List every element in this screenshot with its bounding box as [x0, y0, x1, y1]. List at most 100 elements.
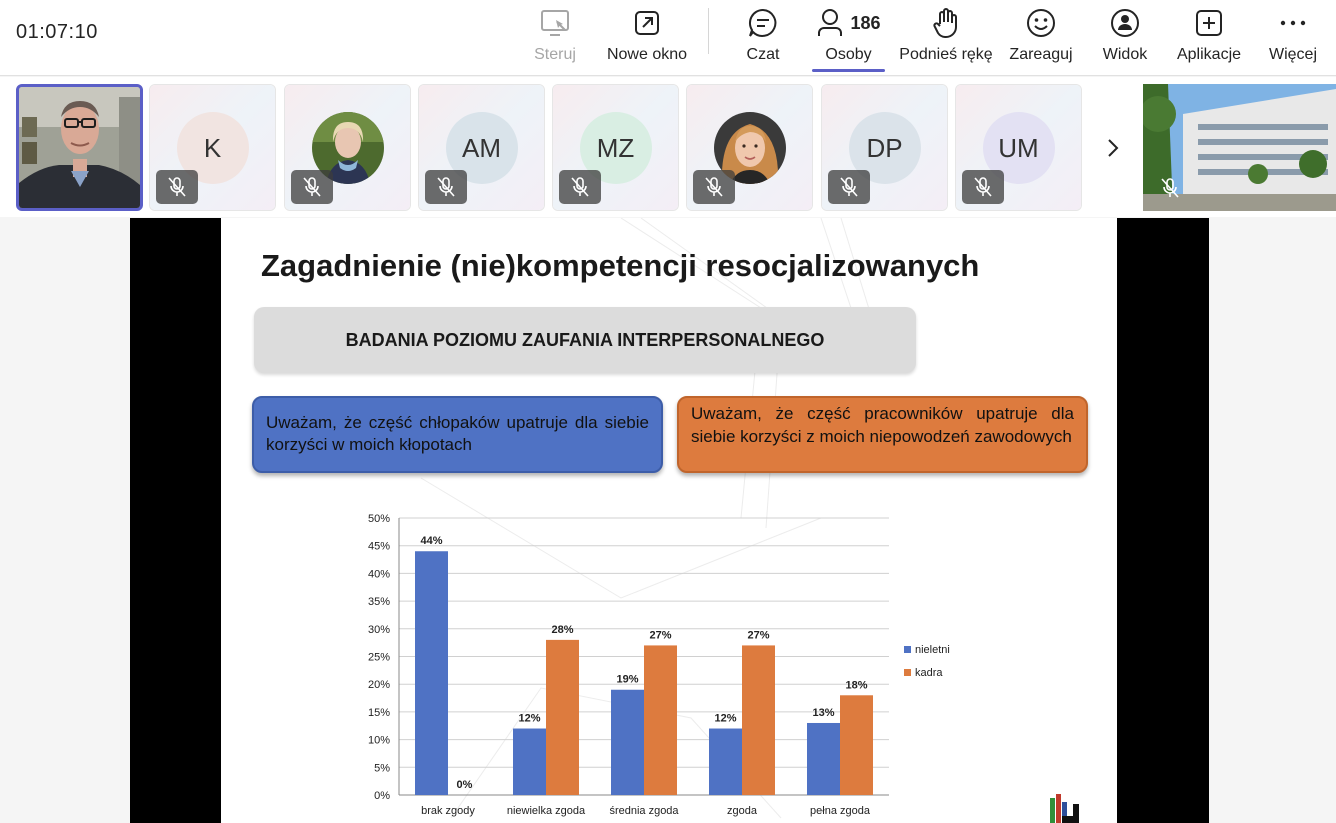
raise-hand-button[interactable]: Podnieś rękę: [898, 0, 994, 74]
bar-nieletni: [513, 728, 546, 795]
chat-label: Czat: [746, 46, 780, 63]
data-label: 27%: [747, 629, 769, 641]
steruj-label: Steruj: [534, 46, 576, 63]
more-label: Więcej: [1268, 46, 1317, 63]
raise-hand-label: Podnieś rękę: [899, 46, 993, 63]
legend-swatch: [904, 669, 911, 676]
y-tick-label: 40%: [368, 568, 390, 580]
data-label: 12%: [714, 713, 736, 725]
x-tick-label: średnia zgoda: [609, 805, 679, 817]
chat-button[interactable]: Czat: [744, 0, 782, 74]
building-video: [1143, 84, 1336, 211]
bar-kadra: [840, 695, 873, 795]
data-label: 13%: [812, 707, 834, 719]
chevron-right-icon: [1108, 138, 1119, 157]
x-tick-label: zgoda: [727, 805, 758, 817]
share-screen-icon: [539, 6, 571, 40]
y-tick-label: 30%: [368, 624, 390, 636]
next-participants-button[interactable]: [1090, 84, 1136, 211]
statement-youth: Uważam, że część chłopaków upatruje dla …: [252, 396, 663, 473]
data-label: 44%: [420, 535, 442, 547]
bar-nieletni: [807, 722, 840, 795]
data-label: 0%: [457, 779, 473, 791]
presentation-slide: Zagadnienie (nie)kompetencji resocjalizo…: [221, 218, 1117, 823]
new-window-button[interactable]: Nowe okno: [604, 0, 690, 74]
participant-tile[interactable]: UM: [955, 84, 1082, 211]
toolbar-divider: [708, 8, 709, 54]
view-icon: [1109, 6, 1141, 40]
people-count: 186: [850, 12, 881, 33]
participant-tile[interactable]: K: [149, 84, 276, 211]
slide-title: Zagadnienie (nie)kompetencji resocjalizo…: [261, 248, 980, 283]
people-button[interactable]: 186 Osoby: [812, 0, 885, 74]
legend-label: kadra: [915, 667, 943, 679]
y-tick-label: 0%: [374, 790, 390, 802]
bar-nieletni: [415, 551, 448, 795]
participant-tile[interactable]: AM: [418, 84, 545, 211]
muted-mic-icon: [559, 170, 601, 204]
speaker-video: [19, 87, 140, 208]
y-tick-label: 50%: [368, 513, 390, 525]
apps-button[interactable]: Aplikacje: [1176, 0, 1242, 74]
participant-tile[interactable]: [686, 84, 813, 211]
bar-kadra: [742, 645, 775, 795]
bar-nieletni: [709, 728, 742, 795]
data-label: 27%: [649, 629, 671, 641]
y-tick-label: 25%: [368, 652, 390, 664]
muted-mic-icon: [693, 170, 735, 204]
muted-mic-icon: [828, 170, 870, 204]
people-control: 186: [816, 6, 881, 40]
active-tab-indicator: [812, 69, 885, 72]
data-label: 18%: [845, 679, 867, 691]
participant-tile-speaker[interactable]: [16, 84, 143, 211]
new-window-label: Nowe okno: [606, 46, 688, 63]
muted-mic-icon: [962, 170, 1004, 204]
chat-icon: [747, 6, 779, 40]
y-tick-label: 15%: [368, 707, 390, 719]
react-label: Zareaguj: [1009, 46, 1073, 63]
steruj-button[interactable]: Steruj: [532, 0, 578, 74]
y-tick-label: 35%: [368, 596, 390, 608]
y-tick-label: 5%: [374, 762, 390, 774]
muted-mic-icon: [291, 170, 333, 204]
muted-mic-icon: [1149, 171, 1191, 205]
bar-kadra: [644, 645, 677, 795]
y-tick-label: 20%: [368, 679, 390, 691]
participant-tile[interactable]: MZ: [552, 84, 679, 211]
legend-swatch: [904, 646, 911, 653]
bar-nieletni: [611, 689, 644, 795]
slide-subtitle: BADANIA POZIOMU ZAUFANIA INTERPERSONALNE…: [254, 307, 916, 373]
muted-mic-icon: [156, 170, 198, 204]
hand-icon: [931, 6, 961, 40]
view-button[interactable]: Widok: [1100, 0, 1150, 74]
smiley-icon: [1025, 6, 1057, 40]
y-tick-label: 10%: [368, 735, 390, 747]
person-icon: [818, 9, 843, 36]
participant-tile[interactable]: [284, 84, 411, 211]
add-app-icon: [1194, 6, 1224, 40]
participant-photo-2: [713, 112, 786, 184]
meeting-timer: 01:07:10: [16, 21, 98, 43]
bar-chart: 0% 5% 10% 15% 20% 25% 30% 35% 40% 45% 50% 44% 0% brak…: [368, 513, 950, 817]
apps-label: Aplikacje: [1176, 46, 1242, 63]
data-label: 12%: [518, 713, 540, 725]
view-label: Widok: [1102, 46, 1148, 63]
meeting-toolbar: 01:07:10 Steruj Nowe okno Czat 186 Osoby…: [0, 0, 1336, 76]
x-tick-label: pełna zgoda: [810, 805, 871, 817]
new-window-icon: [632, 6, 662, 40]
participant-tile-building[interactable]: [1143, 84, 1336, 211]
bar-kadra: [546, 639, 579, 795]
react-button[interactable]: Zareaguj: [1008, 0, 1074, 74]
data-label: 28%: [551, 624, 573, 636]
more-icon: [1278, 6, 1308, 40]
people-label: Osoby: [825, 46, 872, 63]
x-tick-label: brak zgody: [421, 805, 475, 817]
statement-staff: Uważam, że część pracowników upatruje dl…: [677, 396, 1088, 473]
y-tick-label: 45%: [368, 541, 390, 553]
participant-tile[interactable]: DP: [821, 84, 948, 211]
more-button[interactable]: Więcej: [1268, 0, 1318, 74]
logo-icon: [1050, 794, 1079, 823]
muted-mic-icon: [425, 170, 467, 204]
legend-label: nieletni: [915, 644, 950, 656]
x-tick-label: niewielka zgoda: [507, 805, 586, 817]
